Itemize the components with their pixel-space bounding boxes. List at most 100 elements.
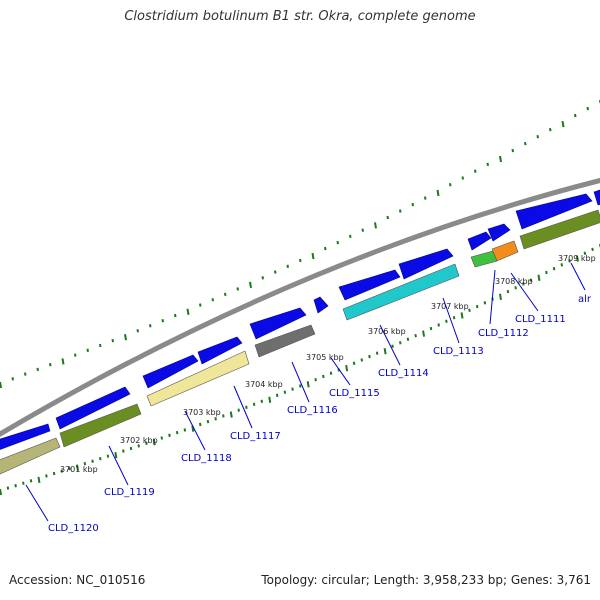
tick-mark: [206, 419, 210, 424]
cds-forward-arrow[interactable]: [313, 296, 329, 314]
cds-forward-arrow[interactable]: [593, 188, 600, 206]
label-leader-line: [489, 269, 496, 325]
tick-mark: [214, 417, 217, 421]
tick-mark: [224, 292, 227, 297]
gene-label[interactable]: CLD_1115: [329, 388, 380, 399]
tick-mark: [406, 337, 410, 341]
gene-label[interactable]: alr: [578, 294, 592, 305]
cds-forward-arrow[interactable]: [0, 423, 51, 451]
label-leader-line: [184, 410, 206, 451]
genome-summary-text: Topology: circular; Length: 3,958,233 bp…: [261, 573, 591, 587]
feature-bar[interactable]: [0, 437, 61, 475]
gene-label[interactable]: CLD_1117: [230, 431, 281, 442]
tick-mark: [199, 303, 202, 307]
tick-mark: [49, 362, 52, 367]
tick-mark: [152, 438, 156, 446]
cds-forward-arrow[interactable]: [398, 248, 454, 280]
tick-mark: [175, 430, 179, 435]
tick-mark: [591, 247, 594, 252]
kbp-label: 3704 kbp: [245, 380, 283, 389]
gene-label[interactable]: CLD_1120: [48, 523, 99, 534]
tick-mark: [568, 259, 571, 263]
tick-mark: [324, 246, 327, 251]
gene-label[interactable]: CLD_1119: [104, 487, 155, 498]
tick-mark: [61, 358, 65, 365]
tick-mark: [29, 479, 33, 483]
feature-bar[interactable]: [59, 403, 142, 448]
forward-strand-genes: [0, 188, 600, 451]
tick-mark: [414, 334, 417, 338]
tick-mark: [136, 329, 139, 333]
tick-mark: [449, 183, 452, 187]
feature-bar[interactable]: [342, 263, 460, 321]
kbp-labels: 3701 kbp 3702 kbp 3703 kbp 3704 kbp 3705 kbp…: [60, 254, 596, 474]
tick-mark: [524, 141, 527, 146]
cds-forward-arrow[interactable]: [338, 269, 401, 301]
tick-mark: [329, 371, 333, 375]
tick-mark: [268, 396, 272, 403]
tick-mark: [249, 281, 252, 289]
cds-forward-arrow[interactable]: [487, 223, 511, 242]
gene-label[interactable]: CLD_1113: [433, 346, 484, 357]
cds-forward-arrow[interactable]: [197, 336, 243, 365]
tick-mark: [129, 446, 133, 451]
tick-mark: [168, 433, 171, 438]
tick-marks: [0, 100, 600, 496]
tick-mark: [99, 343, 102, 348]
tick-mark: [461, 176, 464, 180]
feature-bar[interactable]: [254, 324, 316, 358]
label-leader-line: [379, 324, 401, 366]
tick-mark: [511, 148, 514, 153]
kbp-label: 3702 kbp: [120, 436, 158, 445]
gene-label[interactable]: CLD_1112: [478, 328, 529, 339]
feature-bar[interactable]: [519, 209, 600, 250]
cds-forward-arrow[interactable]: [55, 386, 131, 430]
kbp-label: 3707 kbp: [431, 302, 469, 311]
tick-mark: [486, 162, 489, 167]
kbp-label: 3703 kbp: [183, 408, 221, 417]
tick-mark: [445, 319, 448, 323]
tick-mark: [114, 451, 118, 459]
tick-mark: [391, 344, 394, 348]
tick-mark: [68, 466, 71, 471]
tick-mark: [14, 484, 17, 488]
tick-mark: [274, 270, 277, 274]
tick-mark: [424, 196, 427, 200]
label-leader-line: [25, 484, 49, 522]
feature-bar[interactable]: [491, 240, 519, 262]
gene-label[interactable]: CLD_1116: [287, 405, 338, 416]
tick-mark: [311, 252, 315, 260]
tick-mark: [91, 459, 94, 463]
label-leader-line: [108, 445, 129, 486]
tick-mark: [483, 301, 487, 305]
label-leader-line: [442, 297, 460, 344]
gene-label[interactable]: CLD_1114: [378, 368, 429, 379]
tick-mark: [561, 120, 565, 128]
cds-forward-arrow[interactable]: [515, 193, 593, 230]
feature-bar[interactable]: [470, 250, 498, 268]
cds-forward-arrow[interactable]: [249, 307, 307, 340]
tick-mark: [322, 374, 325, 379]
tick-mark: [399, 341, 402, 345]
cds-forward-arrow[interactable]: [142, 354, 199, 389]
accession-text: Accession: NC_010516: [9, 573, 146, 587]
tick-mark: [522, 282, 525, 286]
tick-mark: [24, 372, 27, 376]
map-title: Clostridium botulinum B1 str. Okra, comp…: [124, 9, 476, 24]
cds-forward-arrow[interactable]: [467, 231, 492, 251]
kbp-label: 3709 kbp: [558, 254, 596, 263]
gene-label[interactable]: CLD_1118: [181, 453, 232, 464]
tick-mark: [245, 405, 248, 409]
feature-bar[interactable]: [146, 350, 250, 407]
tick-mark: [361, 228, 364, 232]
tick-mark: [291, 387, 294, 391]
tick-mark: [552, 266, 556, 271]
tick-mark: [286, 264, 289, 269]
tick-mark: [506, 289, 510, 294]
label-leader-line: [233, 385, 253, 429]
tick-mark: [514, 286, 517, 290]
tick-mark: [560, 263, 564, 267]
tick-mark: [549, 127, 552, 132]
tick-mark: [411, 202, 414, 207]
gene-label[interactable]: CLD_1111: [515, 314, 566, 325]
